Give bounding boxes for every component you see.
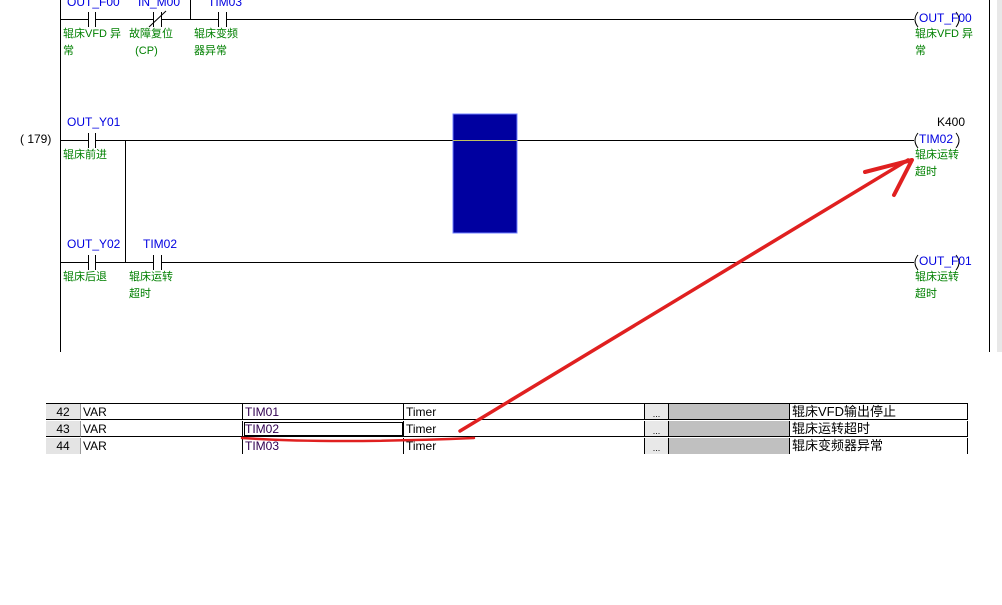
coil-label[interactable]: TIM02 <box>919 132 954 146</box>
timer-preset: K400 <box>937 115 966 129</box>
rung-next <box>60 255 914 270</box>
name-cell-selected[interactable]: TIM02 <box>243 421 404 437</box>
class-select[interactable]: VAR▼ <box>81 438 243 454</box>
ellipsis-button[interactable]: ... <box>645 404 669 420</box>
comment-cell[interactable]: 辊床运转超时 <box>790 421 968 437</box>
disabled-cell <box>669 438 790 454</box>
row-number: 42 <box>46 404 81 420</box>
selection-block <box>452 113 518 234</box>
coil-comment: 辊床运转 超时 <box>915 149 959 178</box>
type-cell[interactable]: Timer <box>404 404 645 420</box>
table-row[interactable]: 44 VAR▼ TIM03 Timer ... 辊床变频器异常 <box>46 438 968 454</box>
row-number: 44 <box>46 438 81 454</box>
comment-cell[interactable]: 辊床变频器异常 <box>790 438 968 454</box>
class-select[interactable]: VAR▼ <box>81 421 243 437</box>
type-cell[interactable]: Timer <box>404 438 645 454</box>
contact-label[interactable]: IN_M00 <box>138 0 181 9</box>
contact-comment: 辊床前进 <box>63 149 107 161</box>
comment-cell[interactable]: 辊床VFD输出停止 <box>790 404 968 420</box>
contact-comment: 辊床VFD 异常 <box>63 28 122 57</box>
disabled-cell <box>669 404 790 420</box>
contact-comment: 辊床后退 <box>63 271 107 283</box>
ellipsis-button[interactable]: ... <box>645 438 669 454</box>
contact-label[interactable]: OUT_Y02 <box>67 237 121 251</box>
coil-comment: 辊床VFD 异常 <box>915 28 974 57</box>
type-cell[interactable]: Timer <box>404 421 645 437</box>
contact-label[interactable]: OUT_F00 <box>67 0 120 9</box>
disabled-cell <box>669 421 790 437</box>
class-select[interactable]: VAR▼ <box>81 404 243 420</box>
table-row[interactable]: 43 VAR▼ TIM02 Timer ... 辊床运转超时 <box>46 421 968 437</box>
contact-comment: 辊床运转 超时 <box>129 271 173 300</box>
ellipsis-button[interactable]: ... <box>645 421 669 437</box>
top-rung <box>60 0 914 28</box>
contact-label[interactable]: TIM02 <box>143 237 178 251</box>
coil-label[interactable]: OUT_F01 <box>919 254 972 268</box>
contact-label[interactable]: TIM03 <box>208 0 243 9</box>
contact-comment: 故障复位 (CP) <box>129 28 173 57</box>
coil-comment: 辊床运转 超时 <box>915 271 959 300</box>
row-number: 43 <box>46 421 81 437</box>
rung-number: ( 179) <box>20 132 52 146</box>
coil-label[interactable]: OUT_F00 <box>919 11 972 25</box>
name-cell[interactable]: TIM01 <box>243 404 404 420</box>
table-row[interactable]: 42 VAR▼ TIM01 Timer ... 辊床VFD输出停止 <box>46 404 968 420</box>
name-cell[interactable]: TIM03 <box>243 438 404 454</box>
contact-label[interactable]: OUT_Y01 <box>67 115 121 129</box>
contact-comment: 辊床变频 器异常 <box>194 28 238 57</box>
